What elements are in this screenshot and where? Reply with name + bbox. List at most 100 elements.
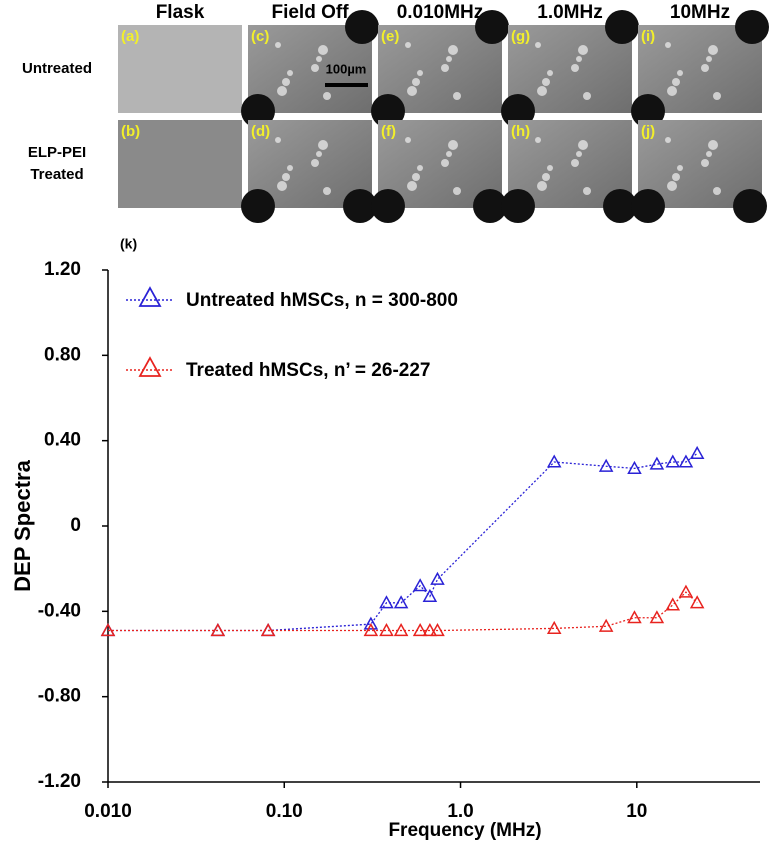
marker [393,595,409,609]
series-line [108,452,698,632]
x-tick-label: 0.10 [266,801,303,822]
cell [672,173,680,181]
marker [598,458,614,472]
marker [627,460,642,474]
legend-marker [138,356,162,377]
column-header: 0.010MHz [397,2,484,23]
cell [537,181,547,191]
marker [363,616,379,630]
electrode-well [475,10,509,44]
electrode-well [735,10,769,44]
column-header: Field Off [271,2,349,23]
panel-label: (i) [641,28,655,45]
cell [542,173,550,181]
panel-label: (b) [121,123,140,140]
cell [277,181,287,191]
cell [578,45,588,55]
marker [665,454,681,468]
cell [287,165,293,171]
cell [665,137,671,143]
cell [578,140,588,150]
cell [318,45,328,55]
cell [287,70,293,76]
panel-label: (j) [641,123,655,140]
electrode-well [501,189,535,223]
cell [701,159,709,167]
cell [547,165,553,171]
panel-label: (f) [381,123,396,140]
panel-label: (c) [251,28,269,45]
cell [417,70,423,76]
cell [701,64,709,72]
y-tick-label: 0.80 [44,344,81,365]
marker [412,578,428,592]
cell [571,64,579,72]
cell [323,92,331,100]
cell [407,181,417,191]
electrode-well [371,94,405,128]
panel-label: (g) [511,28,530,45]
panel-label: (e) [381,28,399,45]
cell [713,92,721,100]
electrode-well [631,189,665,223]
cell [537,86,547,96]
marker [598,618,614,632]
cell [667,86,677,96]
marker [649,610,665,624]
cell [583,187,591,195]
marker [678,584,694,598]
cell [667,181,677,191]
row-label: Untreated [22,60,92,77]
electrode-well [501,94,535,128]
cell [706,56,712,62]
cell [275,42,281,48]
cell [417,165,423,171]
column-header: Flask [156,2,205,23]
cell [583,92,591,100]
marker [689,445,705,460]
marker [210,622,226,637]
panel-label: (a) [121,28,139,45]
marker [422,588,438,602]
column-header: 1.0MHz [537,2,602,23]
marker [422,622,438,637]
electrode-well [631,94,665,128]
cell [323,187,331,195]
micrograph-wells [371,10,509,128]
cell [708,140,718,150]
marker [649,456,665,470]
electrode-well [603,189,637,223]
marker [379,595,394,609]
x-axis-label: Frequency (MHz) [388,820,541,841]
y-tick-label: 1.20 [44,259,81,280]
marker [412,622,428,637]
electrode-well [605,10,639,44]
cell [446,151,452,157]
cell [576,56,582,62]
micrograph-wells [631,10,769,128]
cell [677,70,683,76]
y-axis-label: DEP Spectra [10,459,35,591]
cell [453,187,461,195]
cell [576,151,582,157]
micrograph-wells [501,10,639,128]
cell [672,78,680,86]
marker [363,622,379,637]
x-tick-label: 10 [626,801,647,822]
cell [677,165,683,171]
cell [282,173,290,181]
panel-label: (d) [251,123,270,140]
electrode-well [241,189,275,223]
cell [547,70,553,76]
marker [430,622,445,637]
electrode-well [733,189,767,223]
row-label: ELP-PEI Treated [28,144,86,183]
cell [441,159,449,167]
micrograph [118,120,242,208]
y-tick-label: -1.20 [38,771,81,792]
electrode-well [345,10,379,44]
cell [405,42,411,48]
electrode-well [371,189,405,223]
micrograph-wells [241,10,379,128]
